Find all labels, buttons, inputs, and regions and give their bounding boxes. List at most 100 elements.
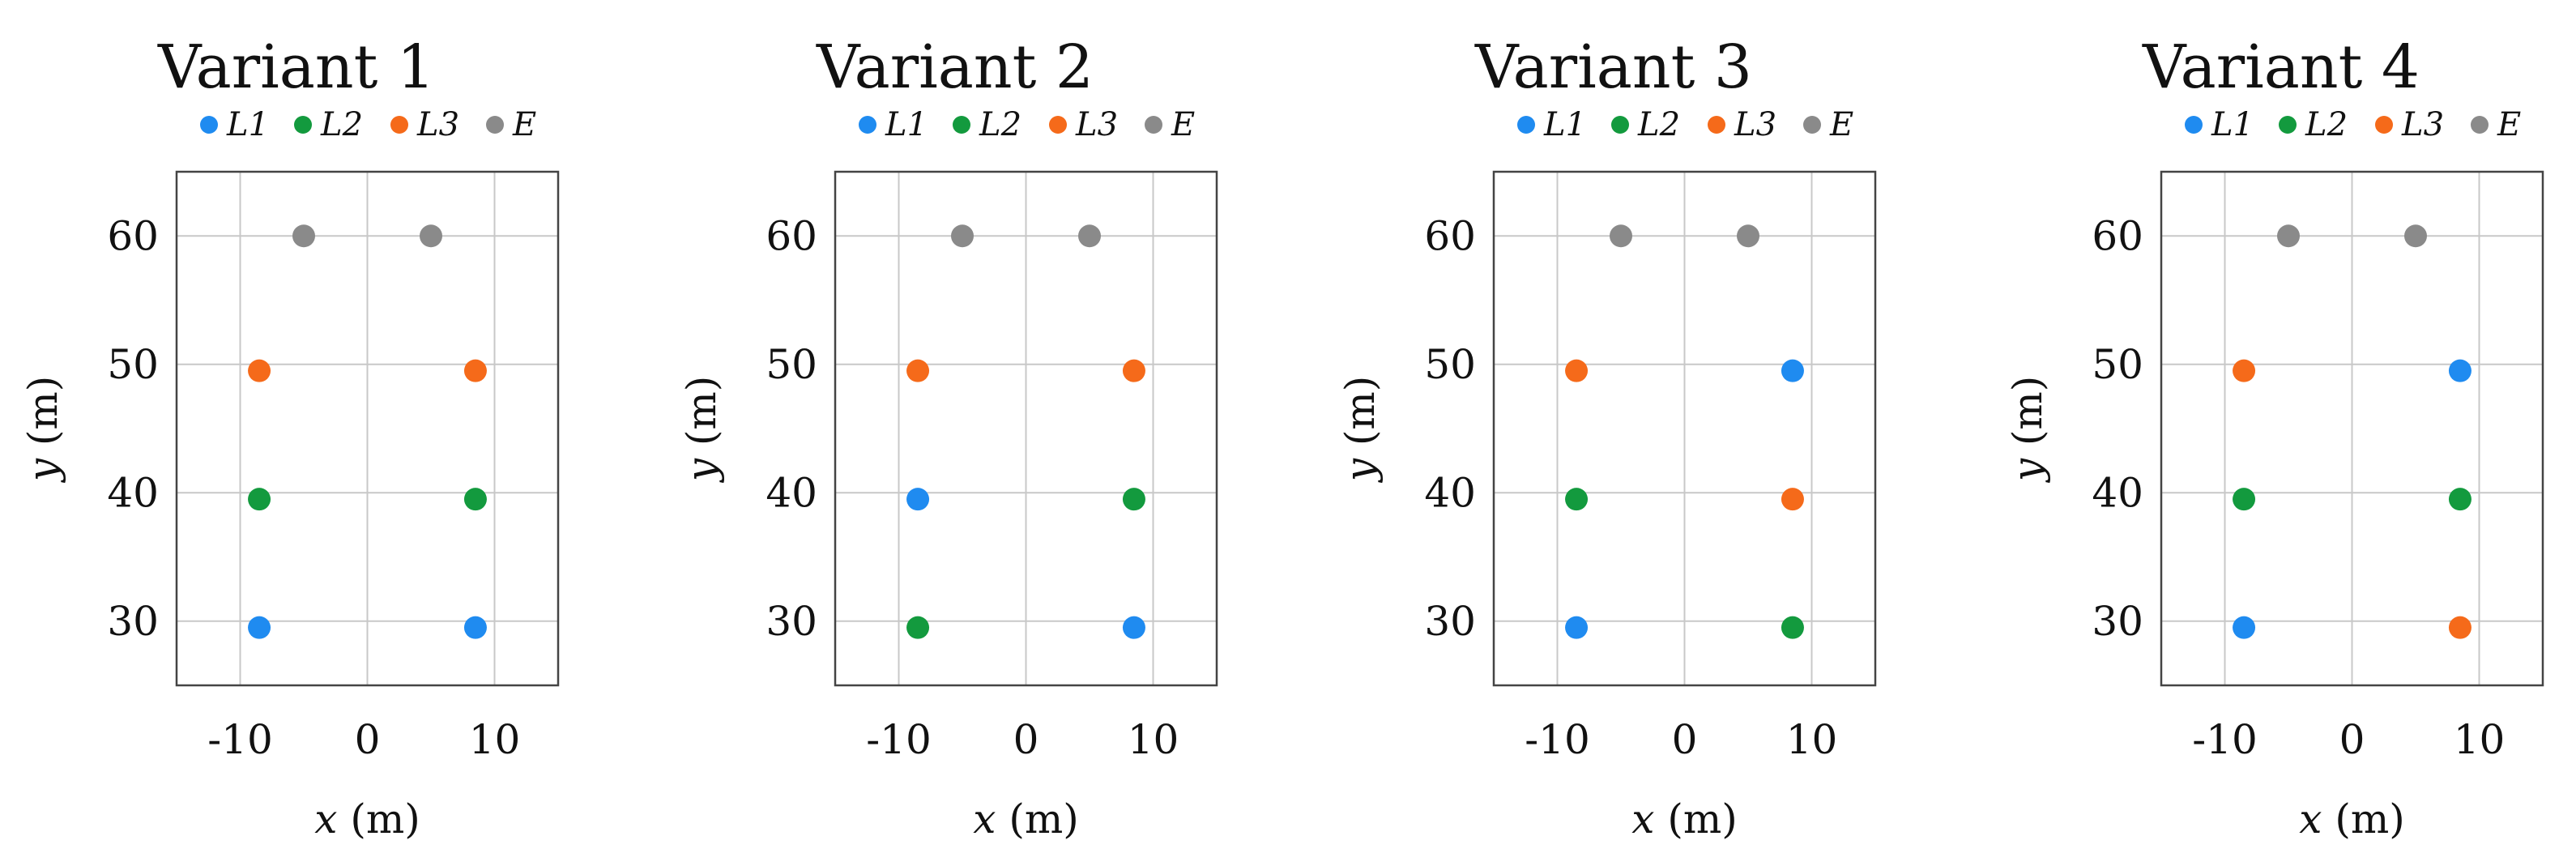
plot-frame <box>1492 170 1877 687</box>
x-axis-unit: (m) <box>1009 796 1078 843</box>
y-tick-label: 40 <box>1424 469 1476 516</box>
x-axis-label: x (m) <box>314 796 420 843</box>
y-tick-label: 60 <box>2092 212 2143 259</box>
data-point-e <box>1610 224 1632 248</box>
legend-marker-l1 <box>2185 116 2203 134</box>
legend-marker-e <box>1145 116 1162 134</box>
legend-marker-l2 <box>2279 116 2297 134</box>
data-point-l3 <box>1122 359 1145 382</box>
data-point-l1 <box>2448 359 2472 382</box>
data-point-l1 <box>1122 616 1145 639</box>
y-tick-label: 60 <box>107 212 159 259</box>
plot-frame <box>834 170 1218 687</box>
data-point-l2 <box>248 488 271 511</box>
x-axis-unit: (m) <box>2335 796 2404 843</box>
x-axis-unit: (m) <box>1667 796 1737 843</box>
data-point-l2 <box>2233 488 2256 511</box>
legend-label-l1: L1 <box>1543 106 1586 143</box>
data-point-l3 <box>463 359 487 382</box>
y-axis-label: y (m) <box>19 376 66 484</box>
data-point-e <box>1737 224 1759 248</box>
x-tick-label: 10 <box>1786 716 1838 763</box>
data-point-l1 <box>1781 359 1804 382</box>
data-point-e <box>2277 224 2300 248</box>
legend-label-e: E <box>1829 106 1853 143</box>
y-axis-unit: (m) <box>19 376 66 446</box>
y-tick-label: 40 <box>107 469 159 516</box>
x-tick-label: 10 <box>1128 716 1179 763</box>
legend-label-e: E <box>512 106 536 143</box>
data-point-l2 <box>2448 488 2472 511</box>
y-axis-variable: y <box>678 458 725 483</box>
data-point-e <box>420 224 442 248</box>
plot-frame <box>175 170 560 687</box>
data-point-l2 <box>463 488 487 511</box>
legend-label-e: E <box>1171 106 1195 143</box>
legend-label-l2: L2 <box>320 106 363 143</box>
data-point-l1 <box>248 616 271 639</box>
legend-label-l3: L3 <box>1075 106 1118 143</box>
y-tick-label: 40 <box>766 469 817 516</box>
x-axis-unit: (m) <box>350 796 420 843</box>
y-tick-label: 30 <box>1424 598 1476 645</box>
legend-label-l2: L2 <box>1637 106 1680 143</box>
y-axis-label: y (m) <box>678 376 725 484</box>
data-point-l2 <box>1781 616 1804 639</box>
legend-marker-l2 <box>1611 116 1629 134</box>
legend-label-l3: L3 <box>1734 106 1776 143</box>
legend-marker-e <box>2471 116 2489 134</box>
x-tick-label: -10 <box>1525 716 1590 763</box>
y-tick-label: 60 <box>766 212 817 259</box>
legend-marker-l2 <box>294 116 312 134</box>
data-point-e <box>951 224 974 248</box>
legend-marker-l2 <box>953 116 970 134</box>
chart-title: Variant 3 <box>1474 32 1752 102</box>
y-tick-label: 30 <box>107 598 159 645</box>
data-point-l2 <box>906 616 930 639</box>
y-tick-label: 30 <box>2092 598 2143 645</box>
chart-title: Variant 2 <box>816 32 1094 102</box>
legend-marker-e <box>1803 116 1821 134</box>
y-tick-label: 60 <box>1424 212 1476 259</box>
legend-marker-l1 <box>1517 116 1535 134</box>
chart-title: Variant 4 <box>2142 32 2420 102</box>
y-tick-label: 50 <box>107 341 159 388</box>
data-point-l2 <box>1565 488 1589 511</box>
data-point-l1 <box>906 488 930 511</box>
y-axis-variable: y <box>19 458 66 483</box>
y-tick-label: 50 <box>766 341 817 388</box>
x-tick-label: 0 <box>1013 716 1039 763</box>
chart-title: Variant 1 <box>157 32 435 102</box>
data-point-l3 <box>1565 359 1589 382</box>
data-point-l3 <box>1781 488 1804 511</box>
data-point-l3 <box>2233 359 2256 382</box>
legend-label-l2: L2 <box>979 106 1021 143</box>
legend-label-l1: L1 <box>2211 106 2254 143</box>
x-axis-label: x (m) <box>1631 796 1738 843</box>
legend-label-l2: L2 <box>2305 106 2348 143</box>
y-axis-variable: y <box>2004 458 2051 483</box>
legend-marker-l1 <box>200 116 218 134</box>
y-axis-unit: (m) <box>1337 376 1384 446</box>
y-axis-label: y (m) <box>2004 376 2051 484</box>
legend-marker-l3 <box>1708 116 1725 134</box>
x-tick-label: -10 <box>866 716 932 763</box>
x-tick-label: 0 <box>355 716 381 763</box>
x-tick-label: -10 <box>207 716 273 763</box>
plot-frame <box>2160 170 2544 687</box>
data-point-e <box>2404 224 2427 248</box>
x-axis-variable: x <box>973 796 996 843</box>
data-point-l3 <box>2448 616 2472 639</box>
y-tick-label: 50 <box>1424 341 1476 388</box>
y-tick-label: 30 <box>766 598 817 645</box>
x-axis-label: x (m) <box>973 796 1079 843</box>
y-tick-label: 40 <box>2092 469 2143 516</box>
x-tick-label: 0 <box>2339 716 2365 763</box>
y-tick-label: 50 <box>2092 341 2143 388</box>
data-point-l1 <box>2233 616 2256 639</box>
data-point-e <box>292 224 315 248</box>
